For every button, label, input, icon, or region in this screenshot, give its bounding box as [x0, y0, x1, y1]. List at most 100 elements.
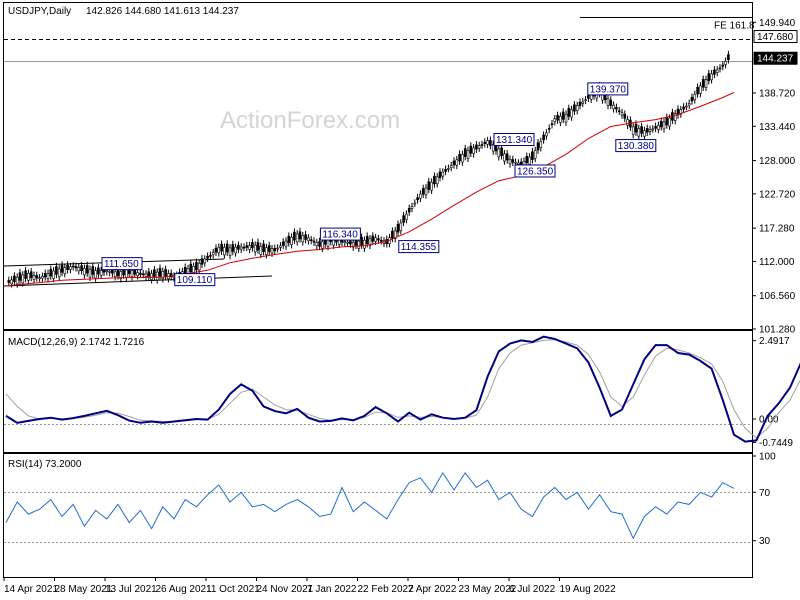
date-axis-label: 7 Jan 2022 — [307, 584, 357, 595]
swing-label: 130.380 — [618, 141, 655, 152]
date-axis-label: 7 Apr 2022 — [408, 584, 457, 595]
candle-body — [525, 156, 529, 164]
candle-body — [13, 275, 16, 282]
candle-body — [377, 238, 380, 241]
candle-body — [721, 64, 725, 67]
swing-label: 126.350 — [517, 166, 554, 177]
candle-body — [685, 105, 688, 108]
candle-body — [567, 108, 571, 117]
candle-body — [452, 160, 456, 166]
candle-body — [195, 262, 198, 271]
candle-body — [374, 237, 377, 242]
candle-body — [209, 255, 212, 257]
candle-body — [55, 266, 58, 275]
candle-body — [413, 202, 417, 205]
candle-body — [256, 242, 260, 251]
candle-body — [659, 121, 663, 128]
candle-body — [690, 97, 694, 102]
candle-body — [150, 273, 153, 280]
candle-body — [298, 231, 302, 240]
candle-body — [626, 119, 629, 126]
candle-body — [281, 241, 285, 246]
candle-body — [18, 272, 22, 281]
candle-body — [463, 148, 467, 157]
candle-body — [489, 139, 492, 146]
candle-body — [245, 245, 249, 248]
candle-body — [276, 247, 279, 250]
candle-body — [665, 117, 669, 126]
candle-body — [405, 213, 408, 220]
candle-body — [710, 73, 713, 81]
candle-body — [27, 273, 30, 281]
candle-body — [427, 181, 431, 190]
swing-label: 111.650 — [104, 259, 139, 270]
swing-label: 114.355 — [401, 242, 437, 253]
candle-body — [466, 150, 470, 159]
candle-body — [696, 86, 699, 95]
chart-header-symbol: USDJPY,Daily — [8, 6, 71, 17]
date-axis-label: 19 Aug 2022 — [560, 584, 617, 595]
swing-label: 131.340 — [496, 135, 533, 146]
price-axis-label: 122.720 — [759, 189, 796, 200]
candle-body — [139, 272, 142, 275]
candle-body — [29, 271, 33, 278]
candle-body — [360, 236, 363, 246]
candle-body — [612, 104, 615, 110]
candle-body — [7, 280, 11, 283]
candle-body — [346, 241, 349, 244]
swing-label-box — [514, 164, 556, 178]
price-axis-label: 149.940 — [759, 18, 796, 29]
macd-title: MACD(12,26,9) 2.1742 1.7216 — [8, 337, 145, 348]
rsi-axis-label: 70 — [759, 488, 771, 499]
candle-body — [349, 240, 352, 245]
candle-body — [435, 176, 439, 185]
candle-body — [531, 151, 534, 160]
candle-body — [237, 244, 240, 250]
candle-body — [225, 243, 229, 253]
candle-body — [223, 246, 226, 256]
candle-body — [564, 113, 568, 123]
candle-body — [545, 132, 548, 137]
candle-body — [559, 115, 562, 123]
date-axis-label: 28 May 2021 — [55, 584, 113, 595]
candle-body — [491, 144, 495, 152]
candle-body — [379, 239, 383, 242]
candle-body — [169, 272, 173, 278]
candle-body — [239, 246, 243, 250]
candle-body — [284, 240, 288, 247]
price-label-box — [753, 51, 798, 65]
candle-body — [41, 276, 44, 279]
candle-body — [615, 107, 618, 110]
candle-body — [259, 246, 263, 255]
candle-body — [503, 153, 506, 162]
candle-body — [293, 231, 296, 241]
candle-body — [253, 244, 257, 253]
candle-body — [727, 54, 730, 60]
candle-body — [10, 279, 13, 285]
candle-body — [321, 241, 324, 249]
candle-body — [505, 153, 509, 161]
candle-body — [393, 230, 397, 239]
macd-axis-label: 2.4917 — [759, 336, 790, 347]
candle-body — [108, 271, 111, 273]
candle-body — [60, 264, 64, 273]
candle-body — [497, 148, 501, 158]
candle-body — [533, 150, 537, 159]
candle-body — [189, 263, 193, 273]
candle-body — [511, 159, 515, 163]
candle-body — [57, 268, 61, 278]
candle-body — [52, 270, 55, 279]
candle-body — [97, 267, 100, 275]
candle-body — [584, 99, 587, 102]
candle-body — [724, 60, 727, 65]
date-axis-label: 22 Feb 2022 — [358, 584, 415, 595]
swing-label-box — [587, 82, 629, 96]
candle-body — [83, 268, 86, 276]
price-label: 147.680 — [757, 32, 794, 43]
candle-body — [547, 128, 551, 130]
price-axis-label: 133.440 — [759, 122, 796, 133]
candle-body — [74, 266, 78, 269]
rsi-axis-label: 30 — [759, 536, 771, 547]
price-label-box — [753, 30, 798, 44]
